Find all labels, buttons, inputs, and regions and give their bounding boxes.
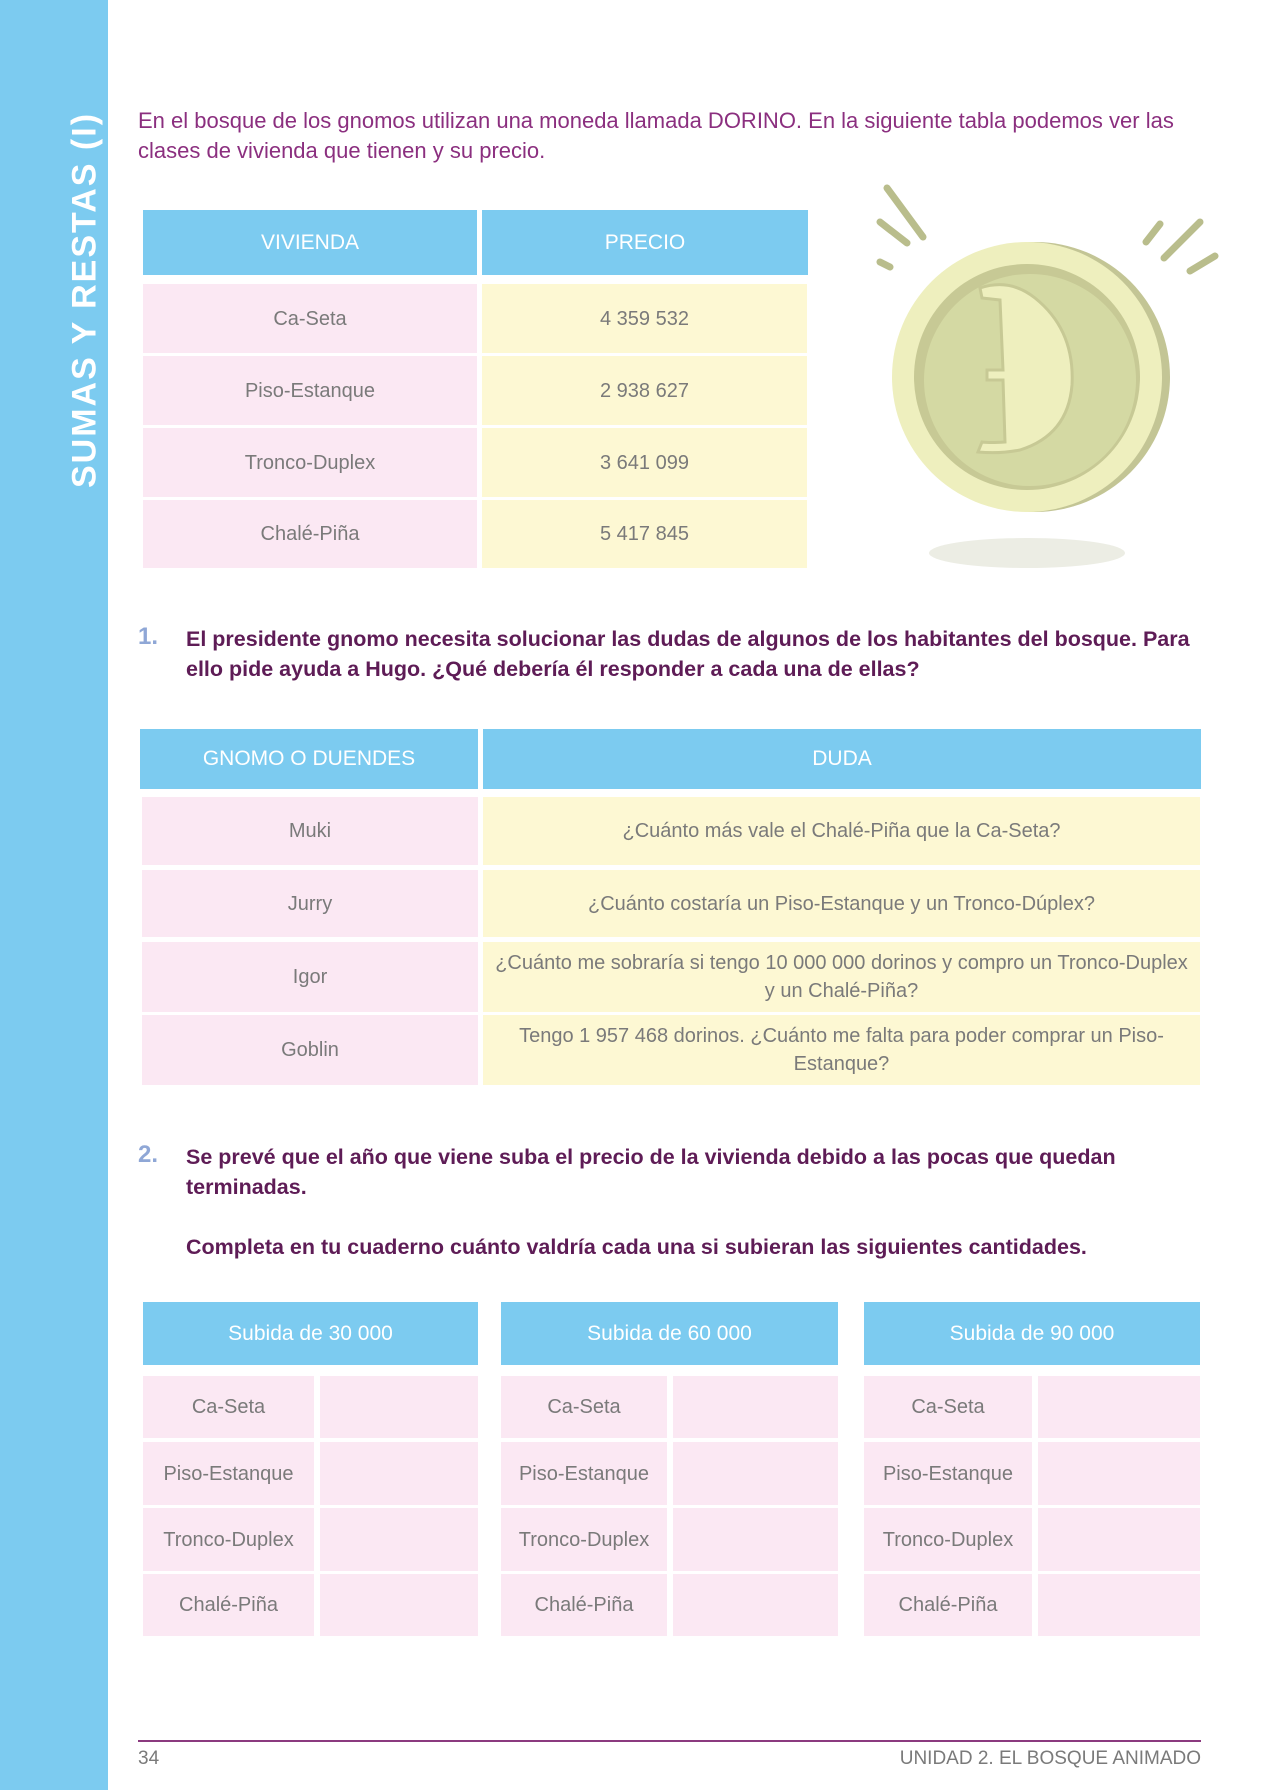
table-cell-answer <box>1038 1376 1200 1438</box>
table-cell: Ca-Seta <box>143 284 477 353</box>
table-cell: 5 417 845 <box>482 500 807 568</box>
table-cell-housing: Piso-Estanque <box>864 1442 1032 1505</box>
table-cell-housing: Ca-Seta <box>501 1376 667 1438</box>
table-cell-answer <box>320 1376 478 1438</box>
table-cell: Muki <box>142 797 478 865</box>
table-cell-housing: Ca-Seta <box>864 1376 1032 1438</box>
table-cell: ¿Cuánto me sobraría si tengo 10 000 000 … <box>483 942 1200 1012</box>
table-cell-answer <box>673 1376 838 1438</box>
question-number: 2. <box>138 1141 159 1168</box>
dorino-coin-icon <box>876 184 1219 568</box>
header-precio: PRECIO <box>482 210 808 275</box>
table-cell-answer <box>1038 1508 1200 1571</box>
table-cell: ¿Cuánto costaría un Piso-Estanque y un T… <box>483 870 1200 937</box>
table-cell-housing: Chalé-Piña <box>143 1574 314 1636</box>
table-cell-housing: Tronco-Duplex <box>864 1508 1032 1571</box>
header-duda: DUDA <box>483 729 1201 789</box>
table-cell-answer <box>673 1508 838 1571</box>
table-cell-answer <box>673 1574 838 1636</box>
table-cell: Tengo 1 957 468 dorinos. ¿Cuánto me falt… <box>483 1015 1200 1085</box>
table-cell-answer <box>320 1442 478 1505</box>
table-cell: Chalé-Piña <box>143 500 477 568</box>
table-cell-answer <box>320 1508 478 1571</box>
table-cell-housing: Chalé-Piña <box>501 1574 667 1636</box>
table-cell-answer <box>1038 1574 1200 1636</box>
table-cell: 4 359 532 <box>482 284 807 353</box>
table-cell: Goblin <box>142 1015 478 1085</box>
increase-table-header: Subida de 30 000 <box>143 1302 478 1365</box>
sidebar: SUMAS Y RESTAS (I) <box>0 0 108 1790</box>
table-cell-answer <box>320 1574 478 1636</box>
table-cell-housing: Ca-Seta <box>143 1376 314 1438</box>
intro-text: En el bosque de los gnomos utilizan una … <box>138 108 1174 163</box>
table-cell-housing: Tronco-Duplex <box>143 1508 314 1571</box>
question-1-text: El presidente gnomo necesita solucionar … <box>186 627 1190 681</box>
table-cell-housing: Tronco-Duplex <box>501 1508 667 1571</box>
footer-divider <box>138 1740 1201 1742</box>
table-cell: 3 641 099 <box>482 428 807 497</box>
page-number: 34 <box>138 1748 160 1769</box>
section-title: SUMAS Y RESTAS (I) <box>65 111 104 489</box>
question-2-text: Se prevé que el año que viene suba el pr… <box>186 1145 1116 1199</box>
table-cell-housing: Piso-Estanque <box>143 1442 314 1505</box>
table-cell-housing: Chalé-Piña <box>864 1574 1032 1636</box>
question-2-instruction: Completa en tu cuaderno cuánto valdría c… <box>186 1235 1087 1259</box>
table-cell: ¿Cuánto más vale el Chalé-Piña que la Ca… <box>483 797 1200 865</box>
table-cell-answer <box>673 1442 838 1505</box>
table-cell: Piso-Estanque <box>143 356 477 425</box>
header-gnomo: GNOMO O DUENDES <box>140 729 478 789</box>
increase-table-header: Subida de 60 000 <box>501 1302 838 1365</box>
table-cell-answer <box>1038 1442 1200 1505</box>
table-cell-housing: Piso-Estanque <box>501 1442 667 1505</box>
header-vivienda: VIVIENDA <box>143 210 477 275</box>
increase-table-header: Subida de 90 000 <box>864 1302 1200 1365</box>
question-number: 1. <box>138 623 159 650</box>
table-cell: 2 938 627 <box>482 356 807 425</box>
table-cell: Igor <box>142 942 478 1012</box>
table-cell: Tronco-Duplex <box>143 428 477 497</box>
unit-title: UNIDAD 2. EL BOSQUE ANIMADO <box>899 1748 1201 1769</box>
table-cell: Jurry <box>142 870 478 937</box>
